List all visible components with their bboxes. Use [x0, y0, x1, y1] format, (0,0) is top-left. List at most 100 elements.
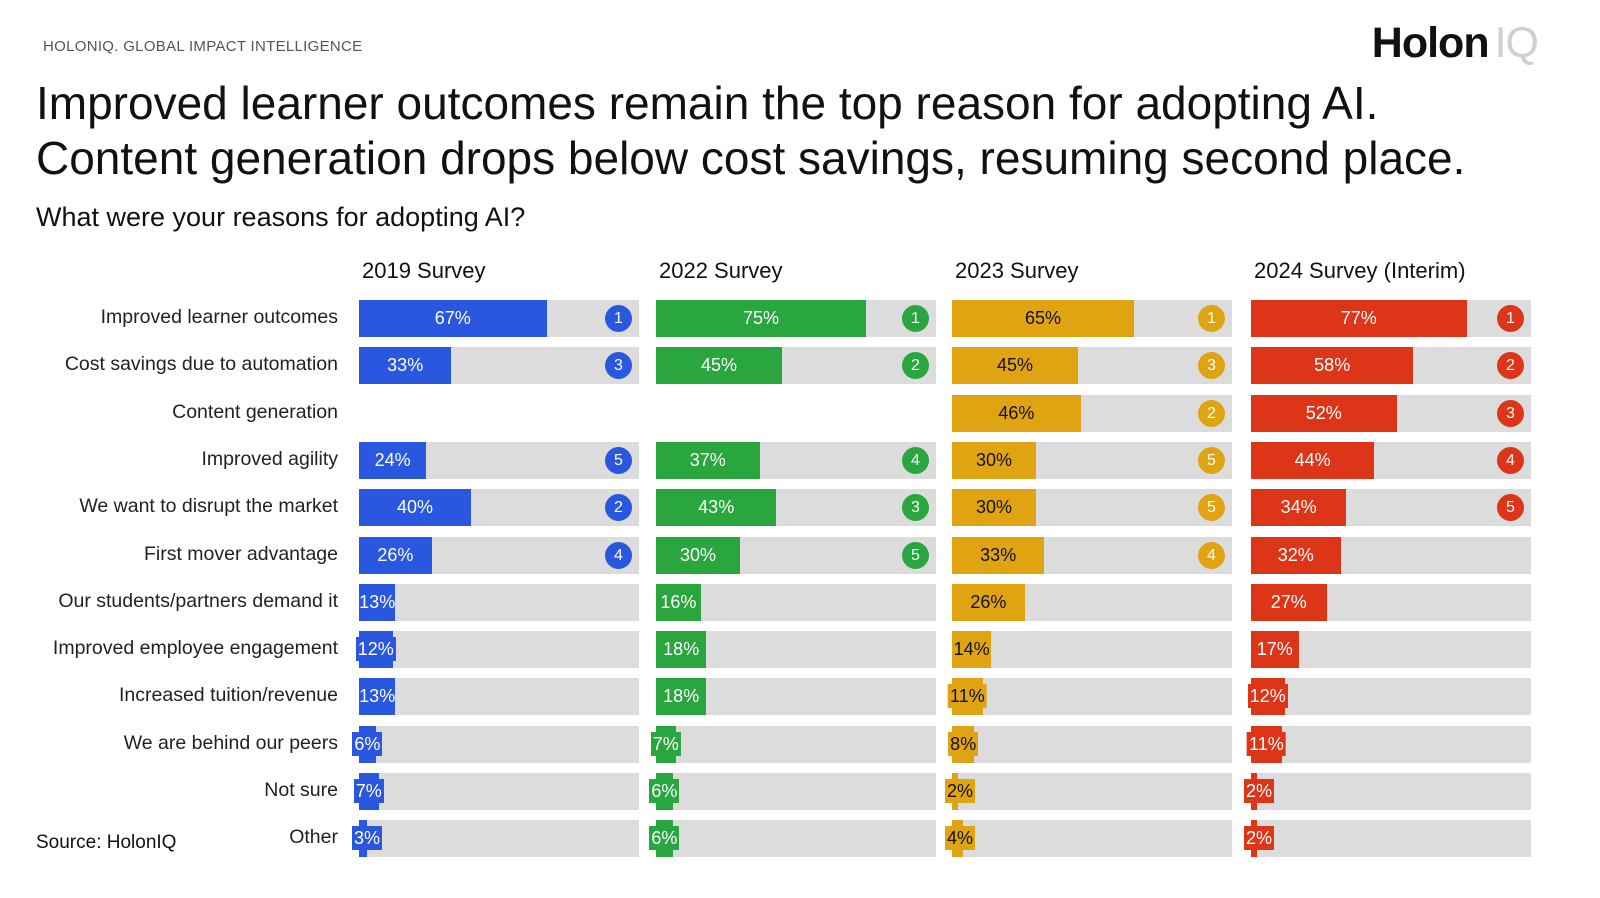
category-label: Cost savings due to automation: [64, 353, 338, 376]
data-label: 12%: [355, 637, 396, 662]
bar-track: 18%: [656, 678, 936, 716]
bar-track: 40% 2: [359, 489, 639, 527]
bar: [656, 583, 701, 621]
data-label: 58%: [1314, 355, 1351, 376]
data-label: 6%: [352, 731, 383, 756]
data-label: 16%: [660, 591, 697, 612]
data-label: 75%: [742, 308, 780, 328]
bar-track: 30% 5: [952, 489, 1232, 527]
rank-badge: 3: [1497, 399, 1524, 427]
data-label: 6%: [649, 826, 680, 851]
data-label: 18%: [663, 639, 700, 660]
rank-badge: 3: [902, 494, 929, 522]
bar-track: 24% 5: [359, 441, 639, 479]
bar-track: 75% 1: [656, 300, 936, 337]
bar-track: 43% 3: [656, 489, 936, 527]
bar-track: 12%: [1247, 678, 1531, 716]
brand-tagline: HOLONIQ. GLOBAL IMPACT INTELLIGENCE: [43, 38, 363, 55]
bar: [1251, 347, 1414, 385]
data-label: 6%: [649, 779, 680, 803]
category-label: Other: [289, 826, 338, 849]
bar-track: 13%: [359, 678, 639, 716]
bar-track: 16%: [656, 583, 936, 621]
bar: [952, 347, 1078, 385]
bar-track: 45% 3: [952, 347, 1232, 385]
bar-track: 2%: [1243, 773, 1531, 810]
bar: [1251, 583, 1327, 621]
bar: [359, 347, 452, 385]
bar-track: 67% 1: [359, 300, 639, 337]
rank-badge: 1: [1497, 305, 1524, 332]
bar-track: 52% 3: [1251, 394, 1531, 432]
category-label: Not sure: [264, 779, 338, 801]
data-label: 33%: [387, 355, 424, 376]
bar-track: 33% 4: [952, 536, 1232, 574]
rank-badge: 4: [1497, 446, 1524, 474]
bar-track: 46% 2: [952, 394, 1232, 432]
data-label: 7%: [353, 779, 384, 803]
data-label: 8%: [948, 731, 979, 756]
bar-track: 7%: [650, 725, 936, 763]
bar-track: 7%: [353, 773, 639, 810]
bar-track: 3%: [351, 820, 639, 858]
rank-badge: 2: [1198, 399, 1225, 427]
category-label: Increased tuition/revenue: [119, 684, 338, 707]
bar-track: 58% 2: [1251, 347, 1531, 385]
rank-badge: 3: [1198, 352, 1225, 380]
data-label: 67%: [434, 308, 471, 328]
rank-badge: 4: [1198, 541, 1225, 569]
bar: [1251, 441, 1375, 479]
data-label: 40%: [396, 497, 434, 518]
data-label: 13%: [359, 591, 396, 612]
bar-track: 65% 1: [952, 300, 1232, 337]
bar-track: 32%: [1251, 536, 1531, 574]
data-label: 14%: [953, 639, 990, 660]
data-label: 34%: [1280, 497, 1317, 518]
data-label: 2%: [944, 779, 976, 803]
title-line-2: Content generation drops below cost savi…: [36, 132, 1466, 184]
data-label: 24%: [374, 449, 411, 470]
rank-badge: 5: [1198, 494, 1225, 522]
data-label: 65%: [1024, 308, 1062, 328]
bar: [359, 441, 427, 479]
bar-track: 18%: [656, 631, 936, 669]
rank-badge: 2: [902, 352, 929, 380]
data-label: 26%: [377, 544, 414, 565]
bar-track: 11%: [948, 678, 1232, 716]
rank-badge: 5: [1497, 494, 1524, 522]
source-note: Source: HolonIQ: [36, 832, 177, 853]
bar-track: 26%: [952, 583, 1232, 621]
category-label: First mover advantage: [143, 542, 338, 565]
data-label: 7%: [650, 731, 681, 756]
series-title: 2023 Survey: [955, 258, 1079, 283]
category-label: We want to disrupt the market: [79, 495, 338, 518]
rank-badge: 2: [1497, 352, 1524, 380]
data-label: 77%: [1340, 308, 1377, 328]
bar: [952, 583, 1025, 621]
data-label: 30%: [975, 449, 1013, 470]
page-title: Improved learner outcomes remain the top…: [36, 76, 1576, 186]
data-label: 3%: [351, 826, 383, 851]
logo-text-bold: Holon: [1371, 19, 1490, 67]
bar-track: 8%: [948, 725, 1232, 763]
bar: [656, 300, 866, 337]
data-label: 13%: [359, 686, 396, 707]
rank-badge: 5: [605, 446, 632, 474]
bar-track: 6%: [352, 725, 639, 763]
bar: [1251, 489, 1347, 527]
rank-badge: 5: [902, 541, 929, 569]
bar-track: 30% 5: [656, 536, 936, 574]
category-label: Improved agility: [201, 447, 338, 470]
bar: [952, 300, 1134, 337]
bar: [952, 489, 1036, 527]
data-label: 11%: [1247, 731, 1286, 756]
bar: [1251, 300, 1467, 337]
bar-track: 27%: [1251, 583, 1531, 621]
rank-badge: 1: [1198, 305, 1225, 332]
rank-badge: 4: [902, 446, 929, 474]
data-label: 32%: [1277, 544, 1314, 565]
bar: [359, 489, 471, 527]
data-label: 2%: [1243, 826, 1275, 851]
data-label: 52%: [1305, 402, 1342, 423]
category-label: Content generation: [172, 400, 338, 423]
